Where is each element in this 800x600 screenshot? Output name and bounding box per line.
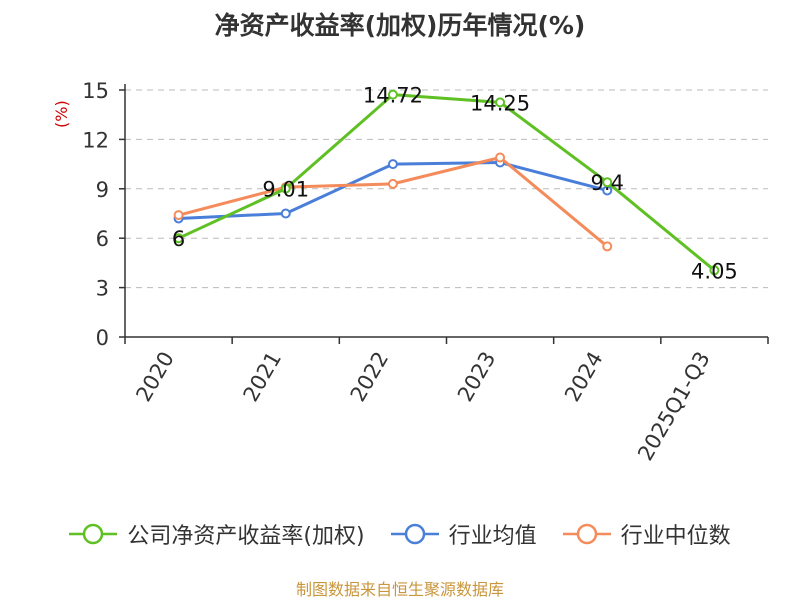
x-tick-label: 2025Q1-Q3 xyxy=(633,348,715,465)
data-label: 4.05 xyxy=(691,259,738,283)
data-point-industry_avg xyxy=(387,159,398,170)
data-point-company xyxy=(387,89,398,100)
legend-label: 行业均值 xyxy=(448,524,537,549)
legend-label: 行业中位数 xyxy=(620,524,731,549)
y-tick-label: 12 xyxy=(82,128,109,152)
data-point-company xyxy=(173,233,184,244)
data-point-industry_avg xyxy=(280,208,291,219)
series-line-company xyxy=(177,93,716,272)
legend-item-company[interactable]: 公司净资产收益率(加权) xyxy=(69,518,365,550)
series-line-industry_median xyxy=(178,156,609,248)
legend-line-marker-icon xyxy=(562,523,611,545)
data-label: 6 xyxy=(172,227,185,251)
x-tick-label: 2023 xyxy=(453,348,501,406)
legend-item-industry-avg[interactable]: 行业均值 xyxy=(390,518,537,550)
y-tick-label: 3 xyxy=(96,277,109,301)
data-point-company xyxy=(709,265,720,276)
y-tick-label: 15 xyxy=(82,79,109,103)
legend-label: 公司净资产收益率(加权) xyxy=(127,524,365,549)
data-point-industry_median xyxy=(387,178,398,189)
data-label: 14.25 xyxy=(470,91,530,115)
data-point-industry_median xyxy=(173,210,184,221)
data-point-industry_median xyxy=(602,241,613,252)
y-tick-label: 9 xyxy=(96,178,109,202)
legend-line-marker-icon xyxy=(69,523,118,545)
data-point-company xyxy=(602,177,613,188)
legend-item-industry-median[interactable]: 行业中位数 xyxy=(562,518,731,550)
legend-line-marker-icon xyxy=(390,523,439,545)
x-tick-label: 2021 xyxy=(239,348,287,406)
data-label: 9.4 xyxy=(591,171,624,195)
data-point-company xyxy=(495,97,506,108)
x-tick-label: 2024 xyxy=(560,348,608,406)
line-chart: 0 3 6 9 12 15 2020 2021 2022 2023 2024 2025Q1-Q3 6 9.… xyxy=(82,79,769,465)
chart-title: 净资产收益率(加权)历年情况(%) xyxy=(214,11,586,40)
chart-legend: 公司净资产收益率(加权) 行业均值 行业中位数 xyxy=(0,518,800,550)
data-label: 14.72 xyxy=(363,84,423,108)
data-point-industry_median xyxy=(495,152,506,163)
y-tick-label: 0 xyxy=(96,326,109,350)
data-label: 9.01 xyxy=(262,178,309,202)
y-tick-label: 6 xyxy=(96,227,109,251)
x-tick-label: 2022 xyxy=(346,348,394,406)
x-tick-label: 2020 xyxy=(131,348,179,406)
data-point-company xyxy=(280,183,291,194)
data-source-footer: 制图数据来自恒生聚源数据库 xyxy=(295,580,504,599)
